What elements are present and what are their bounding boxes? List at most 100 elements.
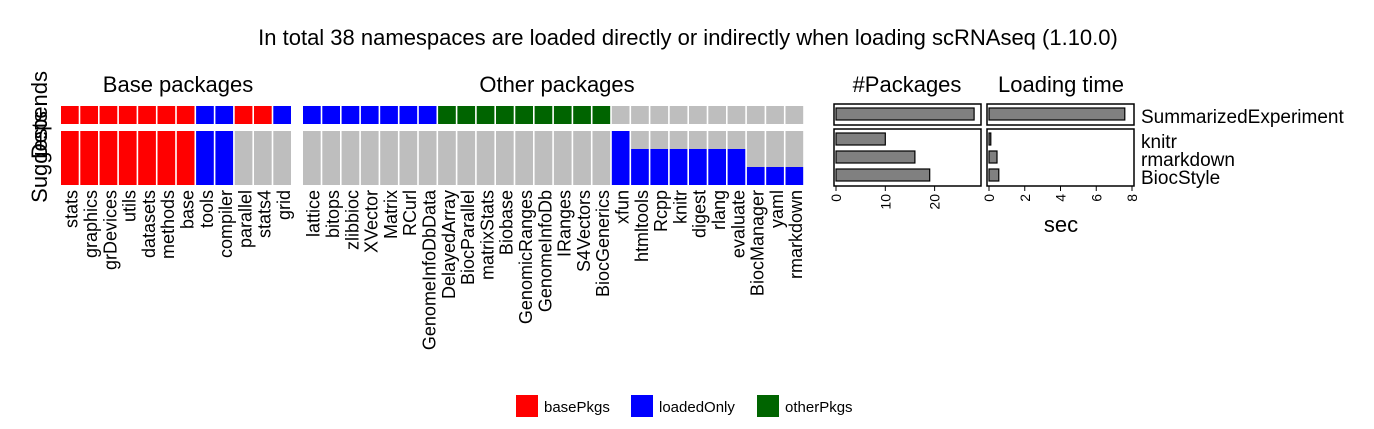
base-tick-datasets: datasets [139,190,159,258]
base-cell-1-datasets [138,106,156,124]
row-label-suggests: Suggests [27,111,52,203]
other-tick-BiocGenerics: BiocGenerics [593,190,613,297]
other-cell-2-IRanges [553,131,572,149]
base-cell-4-compiler [215,167,234,185]
other-tick-xfun: xfun [612,190,632,224]
base-cell-2-stats [61,131,79,149]
other-cell-1-IRanges [553,106,572,124]
other-cell-1-DelayedArray [438,106,456,124]
base-cell-3-utils [118,149,137,167]
base-tick-grDevices: grDevices [100,190,120,270]
base-cell-2-compiler [215,131,234,149]
time-bar-SummarizedExperiment [988,107,1126,121]
other-cell-1-BiocManager [746,106,765,124]
other-cell-4-knitr [669,167,688,185]
other-cell-3-RCurl [399,149,418,167]
other-cell-4-GenomeInfoDb [534,167,553,185]
other-tick-IRanges: IRanges [555,190,575,257]
base-cell-3-graphics [80,149,98,167]
base-tick-graphics: graphics [81,190,101,258]
other-cell-4-XVector [360,167,379,185]
time-axis-label: sec [1044,212,1078,237]
other-cell-3-BiocGenerics [592,149,611,167]
other-cell-4-BiocManager [746,167,765,185]
other-cell-1-GenomeInfoDb [534,106,553,124]
other-cell-3-DelayedArray [438,149,456,167]
base-cell-1-utils [118,106,137,124]
base-cell-3-grDevices [99,149,118,167]
time-ticklabel-0: 0 [981,194,997,202]
other-cell-3-XVector [360,149,379,167]
other-cell-2-DelayedArray [438,131,456,149]
base-cell-1-grDevices [99,106,118,124]
other-cell-1-BiocGenerics [592,106,611,124]
other-cell-1-evaluate [727,106,746,124]
chart-title: In total 38 namespaces are loaded direct… [258,25,1118,50]
other-cell-2-xfun [611,131,630,149]
other-cell-1-Biobase [496,106,514,124]
base-cell-1-compiler [215,106,234,124]
other-cell-3-BiocManager [746,149,765,167]
other-cell-4-Rcpp [650,167,669,185]
other-cell-2-htmltools [631,131,649,149]
base-cell-4-stats [61,167,79,185]
time-bar-rmarkdown [988,150,998,164]
npkg-bar-rmarkdown [835,150,916,164]
other-cell-1-htmltools [631,106,649,124]
other-cell-3-GenomeInfoDb [534,149,553,167]
other-cell-2-zlibbioc [341,131,360,149]
other-cell-3-evaluate [727,149,746,167]
other-cell-2-GenomeInfoDbData [418,131,437,149]
base-tick-methods: methods [158,190,178,259]
base-cell-3-methods [157,149,176,167]
other-cell-2-Rcpp [650,131,669,149]
npkg-ticklabel-0: 0 [828,194,844,202]
other-cell-2-Matrix [380,131,398,149]
npkg-bar-knitr [835,132,886,146]
other-cell-4-IRanges [553,167,572,185]
other-cell-1-Rcpp [650,106,669,124]
base-tick-grid: grid [274,190,294,220]
npkg-bar-BiocStyle [835,168,931,182]
base-cell-3-compiler [215,149,234,167]
other-cell-2-BiocParallel [457,131,476,149]
other-tick-BiocManager: BiocManager [748,190,768,296]
base-cell-1-base [176,106,195,124]
base-cell-4-utils [118,167,137,185]
other-cell-3-GenomeInfoDbData [418,149,437,167]
other-tick-evaluate: evaluate [728,190,748,258]
other-cell-4-htmltools [631,167,649,185]
base-cell-3-stats [61,149,79,167]
legend-swatch-otherPkgs [757,395,779,417]
other-cell-1-bitops [322,106,340,124]
base-cell-3-datasets [138,149,156,167]
other-cell-3-Matrix [380,149,398,167]
legend-label-loadedOnly: loadedOnly [659,399,735,416]
other-cell-1-Matrix [380,106,398,124]
time-bar-knitr [988,132,992,146]
package-row-label-rmarkdown: rmarkdown [1141,150,1235,171]
other-cell-4-GenomicRanges [515,167,533,185]
other-cell-1-digest [689,106,707,124]
package-row-label-BiocStyle: BiocStyle [1141,168,1220,189]
base-cell-2-datasets [138,131,156,149]
other-cell-3-GenomicRanges [515,149,533,167]
package-row-label-SummarizedExperiment: SummarizedExperiment [1141,107,1344,128]
other-cell-1-XVector [360,106,379,124]
other-cell-3-digest [689,149,707,167]
other-cell-1-xfun [611,106,630,124]
base-cell-3-base [176,149,195,167]
base-cell-2-grid [273,131,291,149]
base-cell-4-stats4 [254,167,272,185]
base-tick-base: base [178,190,198,229]
other-cell-3-zlibbioc [341,149,360,167]
other-cell-3-knitr [669,149,688,167]
other-cell-2-RCurl [399,131,418,149]
base-cell-2-utils [118,131,137,149]
other-tick-matrixStats: matrixStats [477,190,497,280]
base-cell-2-tools [196,131,214,149]
base-tick-compiler: compiler [216,190,236,258]
other-cell-1-GenomicRanges [515,106,533,124]
other-cell-4-evaluate [727,167,746,185]
other-cell-2-evaluate [727,131,746,149]
